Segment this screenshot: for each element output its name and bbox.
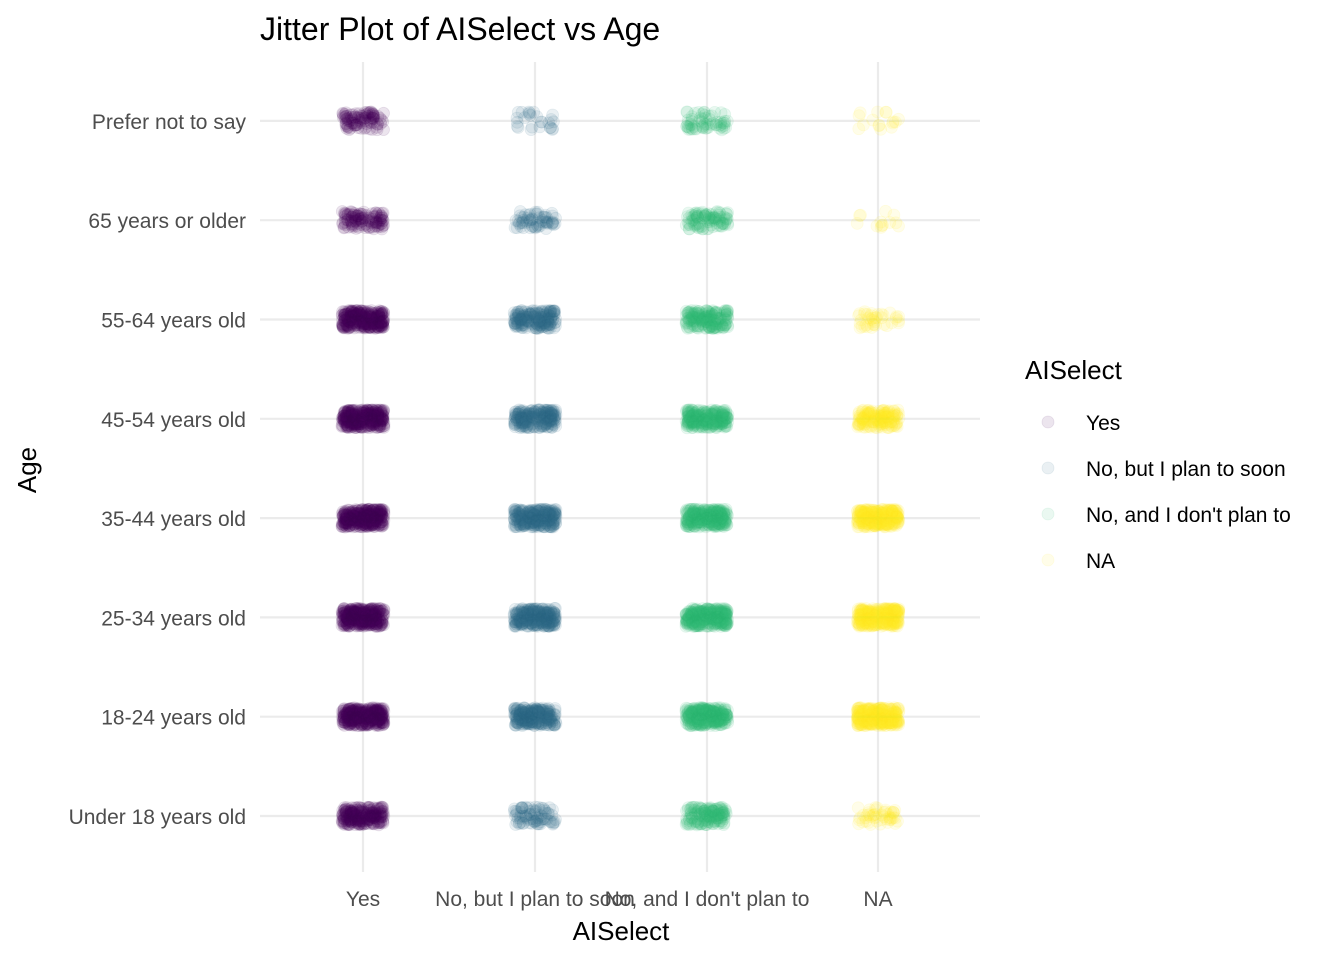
- data-point: [534, 212, 546, 224]
- data-point: [711, 206, 723, 218]
- data-point: [363, 804, 375, 816]
- point-cluster-no-but-i-plan-to-soon-18-24-years-old: [508, 702, 562, 732]
- data-points: [336, 106, 905, 831]
- data-point: [343, 306, 355, 318]
- point-cluster-no-but-i-plan-to-soon-45-54-years-old: [509, 404, 563, 434]
- point-cluster-yes-35-44-years-old: [336, 503, 390, 533]
- data-point: [687, 617, 699, 629]
- data-point: [681, 513, 693, 525]
- data-point: [546, 421, 558, 433]
- data-point: [344, 708, 356, 720]
- data-point: [693, 810, 705, 822]
- data-point: [372, 617, 384, 629]
- data-point: [697, 212, 709, 224]
- point-cluster-no-but-i-plan-to-soon-35-44-years-old: [508, 503, 562, 533]
- point-cluster-no-and-i-don-t-plan-to-55-64-years-old: [680, 305, 734, 335]
- point-cluster-no-and-i-don-t-plan-to-45-54-years-old: [680, 404, 734, 434]
- data-point: [545, 407, 557, 419]
- point-cluster-no-and-i-don-t-plan-to-35-44-years-old: [680, 503, 733, 533]
- point-cluster-no-and-i-don-t-plan-to-prefer-not-to-say: [681, 106, 734, 136]
- data-point: [718, 405, 730, 417]
- data-point: [540, 615, 552, 627]
- point-cluster-no-and-i-don-t-plan-to-18-24-years-old: [680, 702, 734, 732]
- point-cluster-yes-prefer-not-to-say: [337, 106, 390, 136]
- point-cluster-no-but-i-plan-to-soon-55-64-years-old: [508, 305, 562, 335]
- data-point: [532, 818, 544, 830]
- data-point: [363, 311, 375, 323]
- data-point: [355, 719, 367, 731]
- data-point: [523, 108, 535, 120]
- data-point: [704, 812, 716, 824]
- data-point: [695, 709, 707, 721]
- data-point: [378, 514, 390, 526]
- point-cluster-yes-45-54-years-old: [336, 404, 390, 434]
- data-point: [687, 410, 699, 422]
- data-point: [354, 616, 366, 628]
- data-point: [537, 706, 549, 718]
- point-cluster-no-and-i-don-t-plan-to-under-18-years-old: [680, 801, 732, 831]
- data-point: [691, 307, 703, 319]
- point-cluster-no-but-i-plan-to-soon-25-34-years-old: [508, 602, 562, 632]
- point-cluster-yes-25-34-years-old: [336, 602, 390, 632]
- data-point: [712, 611, 724, 623]
- data-point: [533, 718, 545, 730]
- data-point: [377, 316, 389, 328]
- point-cluster-no-and-i-don-t-plan-to-25-34-years-old: [680, 603, 734, 633]
- data-point: [376, 705, 388, 717]
- point-cluster-yes-65-years-or-older: [336, 206, 389, 236]
- point-cluster-no-and-i-don-t-plan-to-65-years-or-older: [680, 206, 734, 236]
- data-point: [510, 509, 522, 521]
- data-point: [714, 508, 726, 520]
- data-point: [358, 511, 370, 523]
- data-point: [344, 513, 356, 525]
- data-point: [536, 116, 548, 128]
- point-cluster-yes-55-64-years-old: [336, 305, 390, 335]
- data-point: [354, 605, 366, 617]
- data-point: [340, 118, 352, 130]
- data-point: [711, 217, 723, 229]
- data-point: [352, 420, 364, 432]
- data-point: [686, 209, 698, 221]
- point-cluster-no-but-i-plan-to-soon-65-years-or-older: [509, 206, 562, 235]
- data-point: [509, 419, 521, 431]
- data-point: [350, 802, 362, 814]
- data-point: [511, 112, 523, 124]
- data-point: [517, 214, 529, 226]
- data-point: [368, 409, 380, 421]
- data-point: [360, 705, 372, 717]
- data-point: [370, 217, 382, 229]
- data-point: [517, 319, 529, 331]
- data-point: [700, 512, 712, 524]
- data-point: [338, 817, 350, 829]
- data-point: [517, 706, 529, 718]
- data-point: [510, 819, 522, 831]
- data-point: [546, 809, 558, 821]
- point-cluster-yes-18-24-years-old: [336, 702, 390, 732]
- data-point: [545, 319, 557, 331]
- grid-lines: [260, 62, 980, 872]
- data-point: [698, 614, 710, 626]
- data-point: [528, 308, 540, 320]
- data-point: [510, 805, 522, 817]
- data-point: [516, 617, 528, 629]
- data-point: [336, 611, 348, 623]
- data-point: [517, 603, 529, 615]
- data-point: [713, 719, 725, 731]
- data-point: [721, 213, 733, 225]
- point-cluster-no-but-i-plan-to-soon-prefer-not-to-say: [511, 106, 559, 136]
- data-point: [528, 516, 540, 528]
- data-point: [359, 112, 371, 124]
- data-point: [341, 319, 353, 331]
- data-point: [548, 305, 560, 317]
- data-point: [346, 220, 358, 232]
- data-point: [709, 315, 721, 327]
- point-cluster-no-but-i-plan-to-soon-under-18-years-old: [508, 801, 561, 830]
- data-point: [706, 416, 718, 428]
- data-point: [548, 509, 560, 521]
- point-cluster-yes-under-18-years-old: [336, 801, 390, 831]
